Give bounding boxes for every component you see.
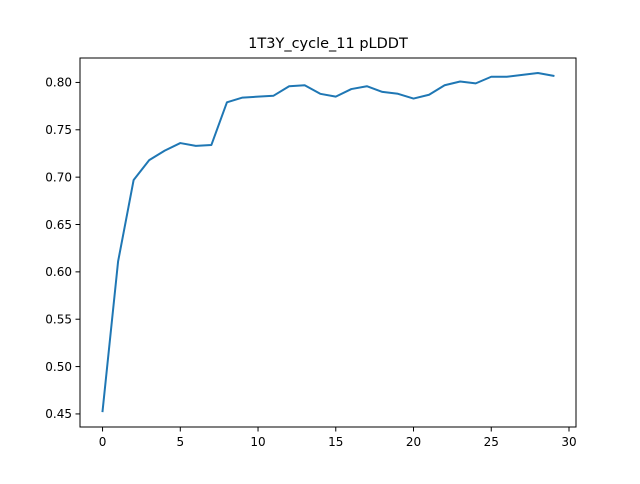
y-tick-label: 0.65 bbox=[45, 218, 72, 232]
y-tick-label: 0.55 bbox=[45, 313, 72, 327]
y-tick-label: 0.50 bbox=[45, 360, 72, 374]
axes-frame bbox=[79, 57, 577, 428]
y-tick-label: 0.45 bbox=[45, 407, 72, 421]
y-tick-label: 0.70 bbox=[45, 170, 72, 184]
x-tick-label: 5 bbox=[176, 435, 184, 449]
plot-area: 0 5 10 15 20 25 30 0.45 0.50 0.55 0.60 0.65 0.70 0.75… bbox=[45, 57, 577, 449]
y-tick-label: 0.60 bbox=[45, 265, 72, 279]
y-tick-label: 0.75 bbox=[45, 123, 72, 137]
chart-title: 1T3Y_cycle_11 pLDDT bbox=[248, 36, 408, 52]
x-tick-label: 0 bbox=[99, 435, 107, 449]
series-line-0 bbox=[101, 71, 555, 413]
x-tick-label: 15 bbox=[328, 435, 343, 449]
x-tick-label: 10 bbox=[250, 435, 265, 449]
x-tick-label: 25 bbox=[484, 435, 499, 449]
x-tick-label: 20 bbox=[406, 435, 421, 449]
y-tick-label: 0.80 bbox=[45, 76, 72, 90]
x-tick-label: 30 bbox=[561, 435, 576, 449]
